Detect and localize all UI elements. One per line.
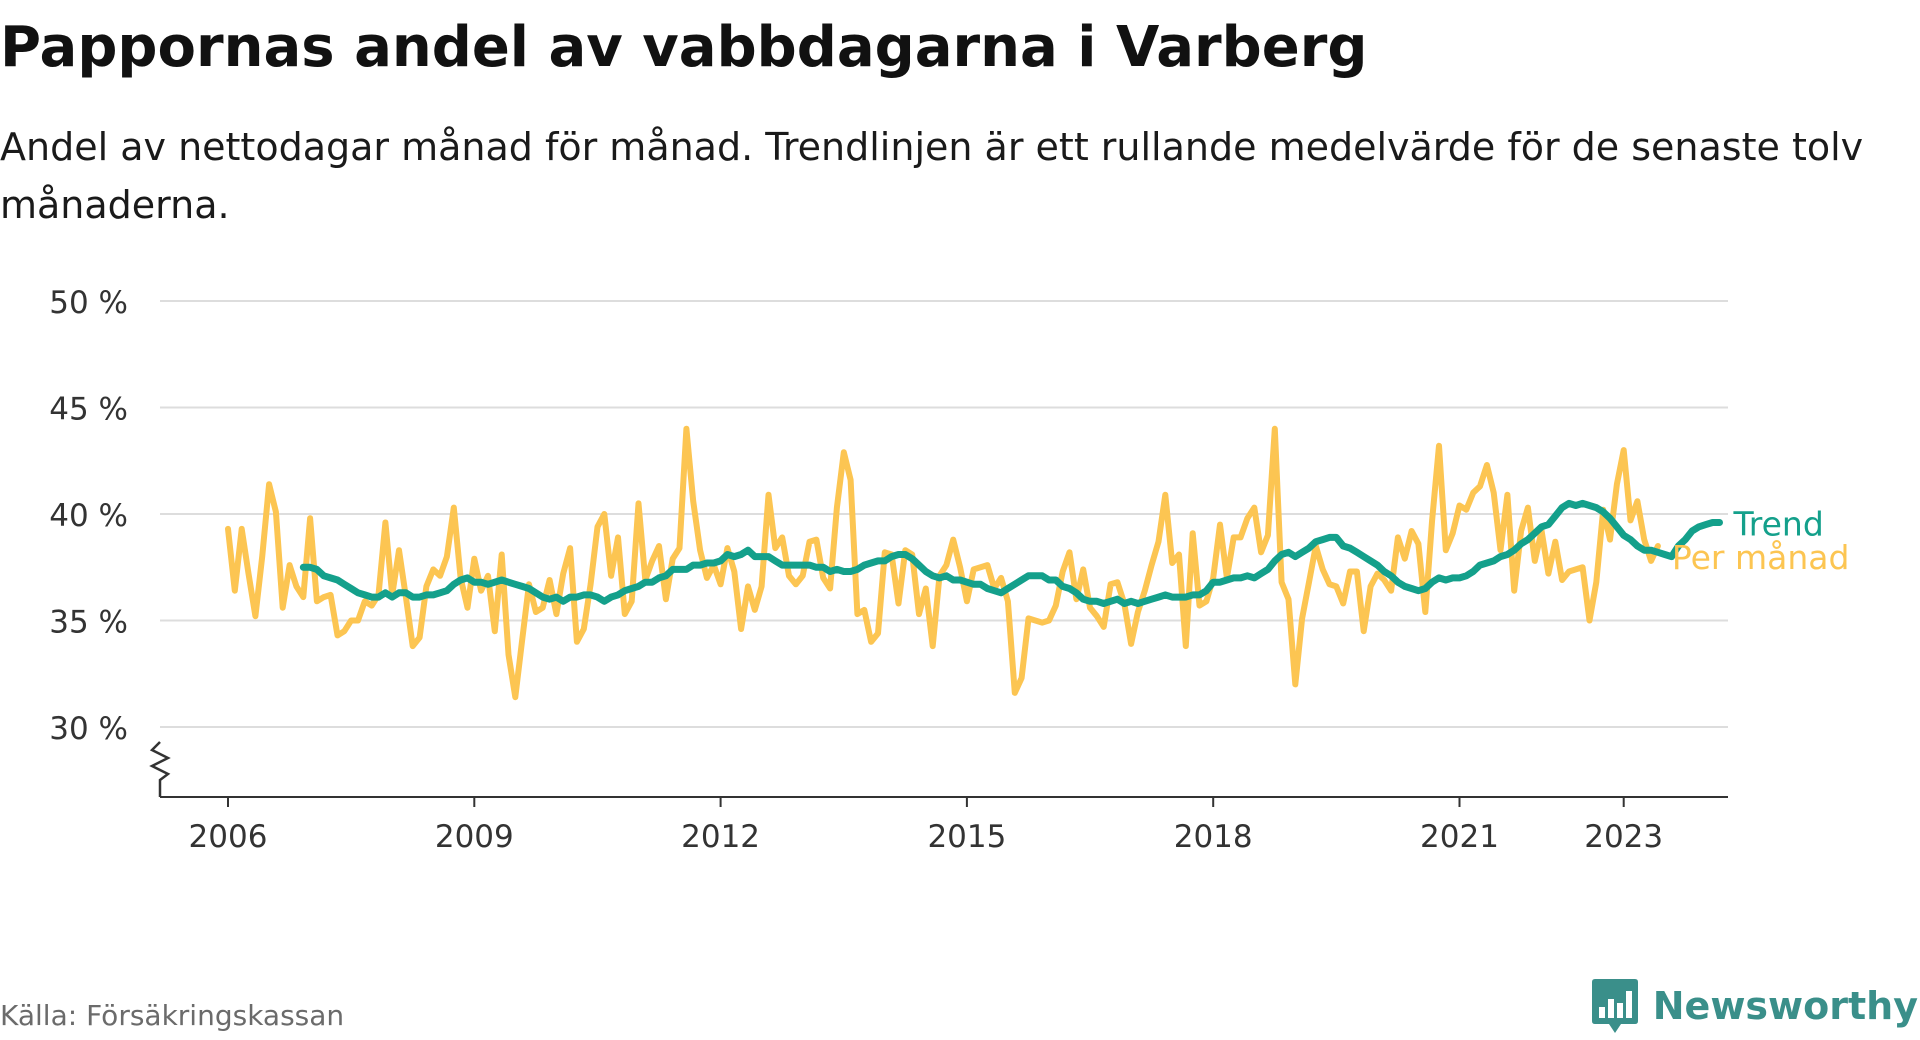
- x-tick-label: 2006: [189, 819, 268, 855]
- trend-series-line: [299, 499, 1723, 607]
- y-axis-break: [149, 741, 171, 797]
- axes: 30 % 35 % 40 % 45 % 50 % 2006 2009 2012 2015 2018…: [49, 285, 1728, 855]
- gridlines: [160, 300, 1728, 728]
- x-tick-label: 2018: [1174, 819, 1253, 855]
- x-tick-label: 2023: [1584, 819, 1663, 855]
- x-tick-label: 2009: [435, 819, 514, 855]
- x-tick-label: 2015: [927, 819, 1006, 855]
- brand-name: Newsworthy: [1652, 984, 1918, 1028]
- x-tick-label: 2012: [681, 819, 760, 855]
- monthly-series-line: [225, 425, 1661, 701]
- trend-series-label: Trend: [1732, 505, 1823, 544]
- series: [225, 425, 1723, 701]
- chart-subtitle: Andel av nettodagar månad för månad. Tre…: [0, 125, 1864, 227]
- x-tick-label: 2021: [1420, 819, 1499, 855]
- y-tick-label: 40 %: [49, 498, 128, 534]
- newsworthy-logo-icon: [1591, 979, 1638, 1033]
- chart-title: Pappornas andel av vabbdagarna i Varberg: [0, 15, 1368, 80]
- y-tick-label: 50 %: [49, 285, 128, 321]
- monthly-series-label: Per månad: [1672, 538, 1850, 577]
- y-tick-label: 30 %: [49, 711, 128, 747]
- y-tick-label: 45 %: [49, 392, 128, 428]
- source-note: Källa: Försäkringskassan: [0, 999, 345, 1032]
- brand-logo: Newsworthy: [1591, 976, 1918, 1036]
- y-tick-label: 35 %: [49, 605, 128, 641]
